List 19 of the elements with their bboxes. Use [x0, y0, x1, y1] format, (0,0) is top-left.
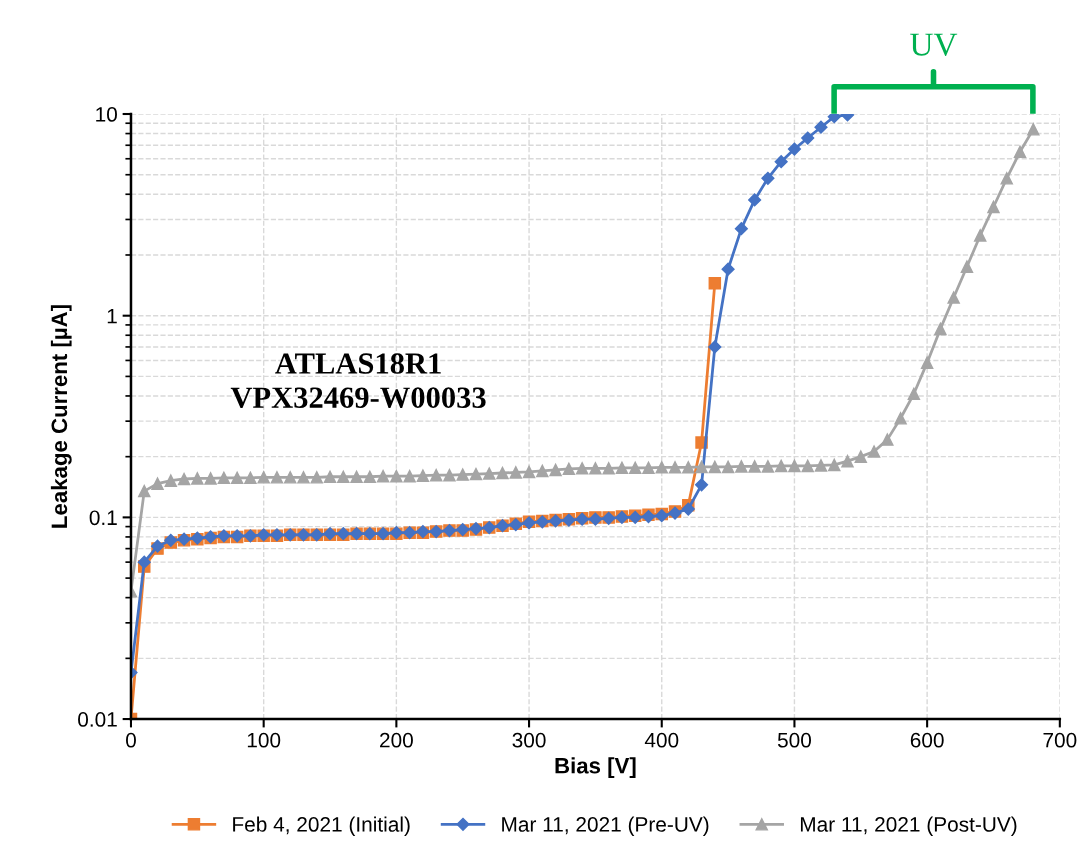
y-tick-label: 0.1 — [89, 510, 117, 526]
y-tick-label: 1 — [107, 308, 117, 324]
x-tick-label: 300 — [512, 732, 546, 748]
x-tick-label: 100 — [247, 732, 281, 748]
annotation: ATLAS18R1 VPX32469-W00033 — [230, 353, 486, 409]
legend-label: Mar 11, 2021 (Post-UV) — [800, 816, 1017, 836]
x-tick-label: 0 — [126, 732, 136, 748]
y-axis-title: Leakage Current [µA] — [50, 305, 72, 528]
legend-label: Mar 11, 2021 (Pre-UV) — [502, 816, 709, 836]
legend-label: Feb 4, 2021 (Initial) — [233, 816, 410, 836]
x-tick-label: 500 — [777, 732, 812, 748]
x-tick-label: 400 — [644, 732, 679, 748]
y-tick-label: 0.01 — [78, 712, 117, 727]
x-axis-title: Bias [V] — [555, 757, 636, 778]
y-tick-label: 10 — [96, 107, 117, 122]
x-tick-label: 600 — [910, 732, 944, 748]
text: UV — [910, 33, 958, 56]
x-tick-label: 700 — [1043, 732, 1077, 748]
x-tick-label: 200 — [380, 732, 413, 748]
